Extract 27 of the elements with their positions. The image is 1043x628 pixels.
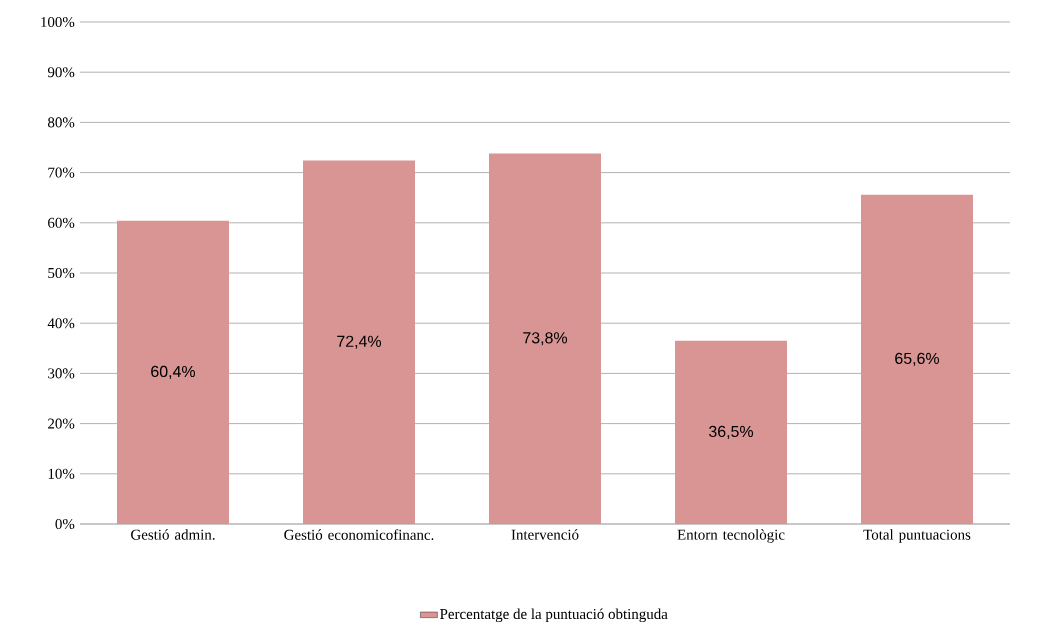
y-tick-label: 20%: [48, 418, 75, 429]
y-tick-label: 60%: [48, 217, 75, 228]
text: 72,4%: [337, 335, 382, 349]
y-tick-label: 90%: [47, 67, 75, 78]
text: 73,8%: [523, 332, 568, 346]
y-tick-label: 70%: [48, 167, 75, 178]
bar: [675, 340, 788, 524]
text: 65,6%: [895, 352, 940, 366]
bar: [861, 194, 974, 524]
legend-label: Percentatge de la puntuació obtinguda: [440, 608, 668, 623]
bar: [489, 153, 602, 524]
y-tick-label: 0%: [55, 518, 75, 530]
text: 36,5%: [709, 425, 754, 439]
bar: [303, 160, 415, 524]
y-tick-label: 80%: [47, 117, 75, 128]
y-tick-label: 50%: [48, 267, 75, 279]
x-tick-label: Gestió economicofinanc.: [284, 529, 434, 540]
x-tick-label: Intervenció: [511, 529, 579, 540]
y-tick-label: 10%: [48, 468, 75, 479]
text: 60,4%: [151, 365, 196, 379]
x-tick-label: Gestió admin.: [131, 529, 215, 540]
y-tick-label: 40%: [47, 318, 75, 329]
bar: [117, 220, 229, 524]
y-tick-label: 100%: [41, 16, 75, 28]
x-tick-label: Total puntuacions: [863, 529, 971, 543]
x-tick-label: Entorn tecnològic: [677, 529, 785, 543]
y-tick-label: 30%: [48, 368, 75, 379]
